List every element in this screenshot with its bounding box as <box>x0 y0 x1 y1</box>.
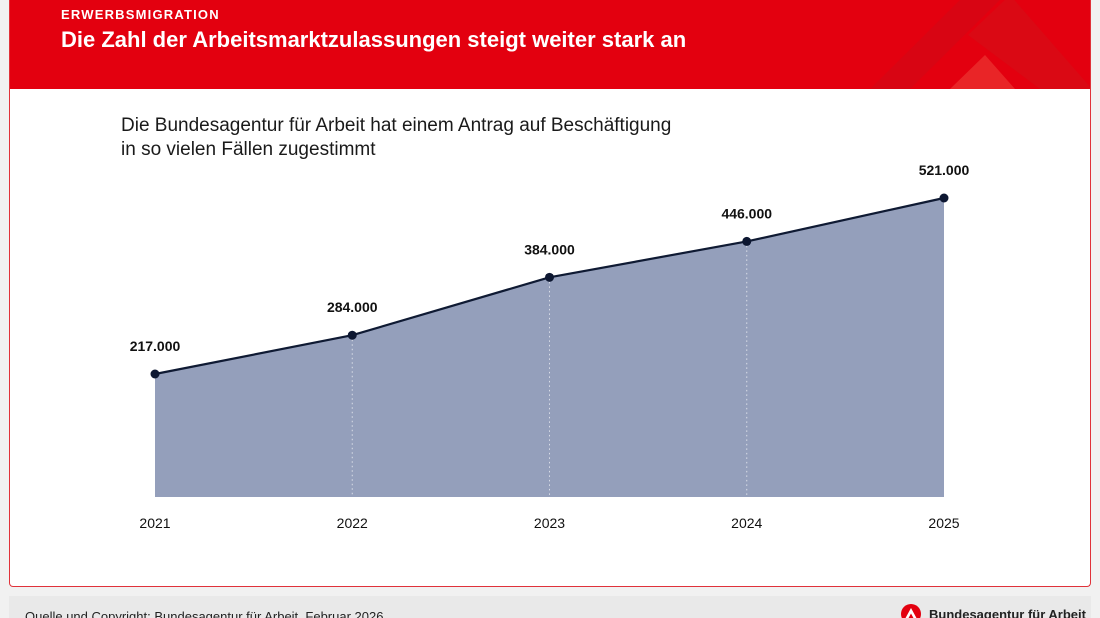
x-tick-label: 2021 <box>139 515 170 531</box>
chart-title: Die Bundesagentur für Arbeit hat einem A… <box>121 114 761 162</box>
data-label: 446.000 <box>721 205 772 221</box>
data-label: 521.000 <box>919 162 970 178</box>
data-point <box>742 236 752 246</box>
data-point <box>150 369 160 379</box>
source-credit: Quelle und Copyright: Bundesagentur für … <box>25 609 384 618</box>
data-label: 284.000 <box>327 299 378 315</box>
ba-logo-icon <box>901 604 921 618</box>
data-label: 384.000 <box>524 241 575 257</box>
ba-logo: Bundesagentur für Arbeit <box>901 604 1086 618</box>
x-tick-label: 2023 <box>534 515 565 531</box>
data-point <box>939 193 949 203</box>
x-tick-label: 2024 <box>731 515 762 531</box>
chart-title-line-2: in so vielen Fällen zugestimmt <box>121 139 376 160</box>
data-point <box>347 330 357 340</box>
brand-deco-shape <box>870 0 1090 89</box>
area-chart: 217.000 2021 284.000 2022 384.000 2023 446.000… <box>130 162 970 531</box>
ba-logo-text: Bundesagentur für Arbeit <box>929 607 1086 618</box>
data-label: 217.000 <box>130 338 181 354</box>
header-banner: ERWERBSMIGRATION Die Zahl der Arbeitsmar… <box>10 0 1090 89</box>
chart-card: ERWERBSMIGRATION Die Zahl der Arbeitsmar… <box>9 0 1091 587</box>
header-kicker: ERWERBSMIGRATION <box>61 7 220 22</box>
footer-bar: Quelle und Copyright: Bundesagentur für … <box>9 596 1091 618</box>
data-point <box>545 272 554 282</box>
header-headline: Die Zahl der Arbeitsmarktzulassungen ste… <box>61 27 687 52</box>
x-tick-label: 2022 <box>337 515 368 531</box>
x-tick-label: 2025 <box>928 515 959 531</box>
chart-title-line-1: Die Bundesagentur für Arbeit hat einem A… <box>121 115 672 136</box>
